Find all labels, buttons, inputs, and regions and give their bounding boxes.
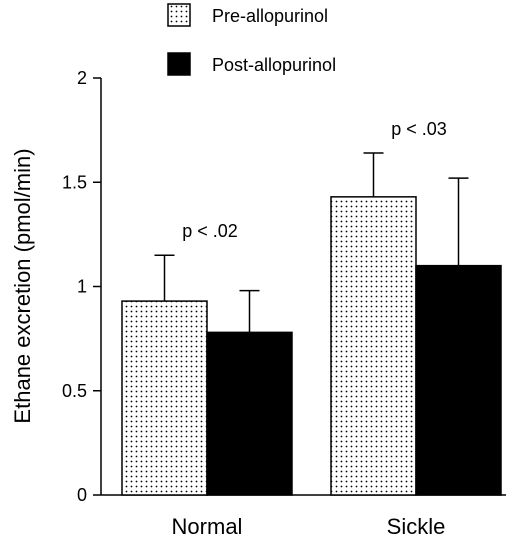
legend-label-pre-allopurinol: Pre-allopurinol (212, 6, 328, 26)
legend-swatch-pre-allopurinol (167, 3, 191, 27)
y-axis-title: Ethane excretion (pmol/min) (10, 148, 35, 423)
legend: Pre-allopurinol Post-allopurinol (167, 3, 336, 76)
y-tick-label: 0 (77, 485, 87, 505)
bars (121, 152, 502, 496)
significance-label-normal: p < .02 (182, 221, 238, 241)
y-tick-label: 1 (77, 277, 87, 297)
x-category-label-sickle: Sickle (387, 514, 446, 537)
bar-normal-post-allopurinol (206, 331, 293, 496)
x-category-label-normal: Normal (172, 514, 243, 537)
legend-label-post-allopurinol: Post-allopurinol (212, 55, 336, 75)
annotations: p < .02 p < .03 (182, 119, 447, 241)
y-tick-label: 0.5 (62, 381, 87, 401)
significance-label-sickle: p < .03 (391, 119, 447, 139)
bar-normal-pre-allopurinol (121, 300, 208, 496)
y-axis: 0 0.5 1 1.5 2 (62, 68, 102, 505)
bar-sickle-pre-allopurinol (330, 196, 417, 496)
bar-sickle-post-allopurinol (415, 264, 502, 496)
y-tick-label: 2 (77, 68, 87, 88)
category-labels: Normal Sickle (172, 514, 446, 537)
legend-swatch-post-allopurinol (167, 52, 191, 76)
y-tick-label: 1.5 (62, 172, 87, 192)
